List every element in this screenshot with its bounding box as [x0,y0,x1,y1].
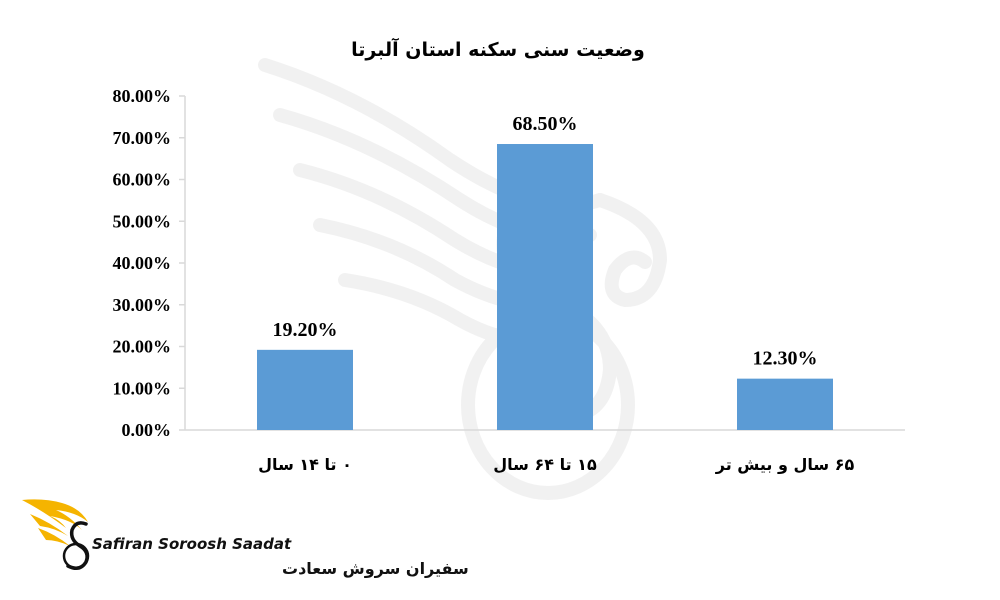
y-tick-label: 30.00% [113,295,172,315]
bar [737,378,833,430]
y-axis: 0.00% 10.00% 20.00% 30.00% 40.00% 50.00% 60.00… [113,86,185,440]
bar [257,349,353,430]
bar [497,144,593,430]
chart-title: وضعیت سنی سکنه استان آلبرتا [351,37,645,61]
x-category-label: ۰ تا ۱۴ سال [258,455,352,474]
bar-data-label: 19.20% [273,319,338,341]
brand-name-en: Safiran Soroosh Saadat [92,535,292,553]
x-category-label: ۱۵ تا ۶۴ سال [493,455,597,474]
bar-data-label: 12.30% [753,348,818,370]
y-tick-label: 70.00% [113,128,172,148]
y-tick-label: 0.00% [122,420,172,440]
y-tick-label: 80.00% [113,86,172,106]
y-tick-label: 20.00% [113,337,172,357]
wing-s-logo-icon [22,499,90,570]
y-tick-label: 60.00% [113,170,172,190]
brand-name-fa: سفیران سروش سعادت [282,559,469,578]
y-tick-label: 10.00% [113,378,172,398]
x-category-label: ۶۵ سال و بیش تر [715,455,855,474]
bar-data-label: 68.50% [513,113,578,135]
bars-group: 19.20% ۰ تا ۱۴ سال 68.50% ۱۵ تا ۶۴ سال 12.30… [257,113,854,474]
y-tick-label: 40.00% [113,253,172,273]
brand-logo: Safiran Soroosh Saadat سفیران سروش سعادت [22,499,469,578]
y-tick-label: 50.00% [113,211,172,231]
